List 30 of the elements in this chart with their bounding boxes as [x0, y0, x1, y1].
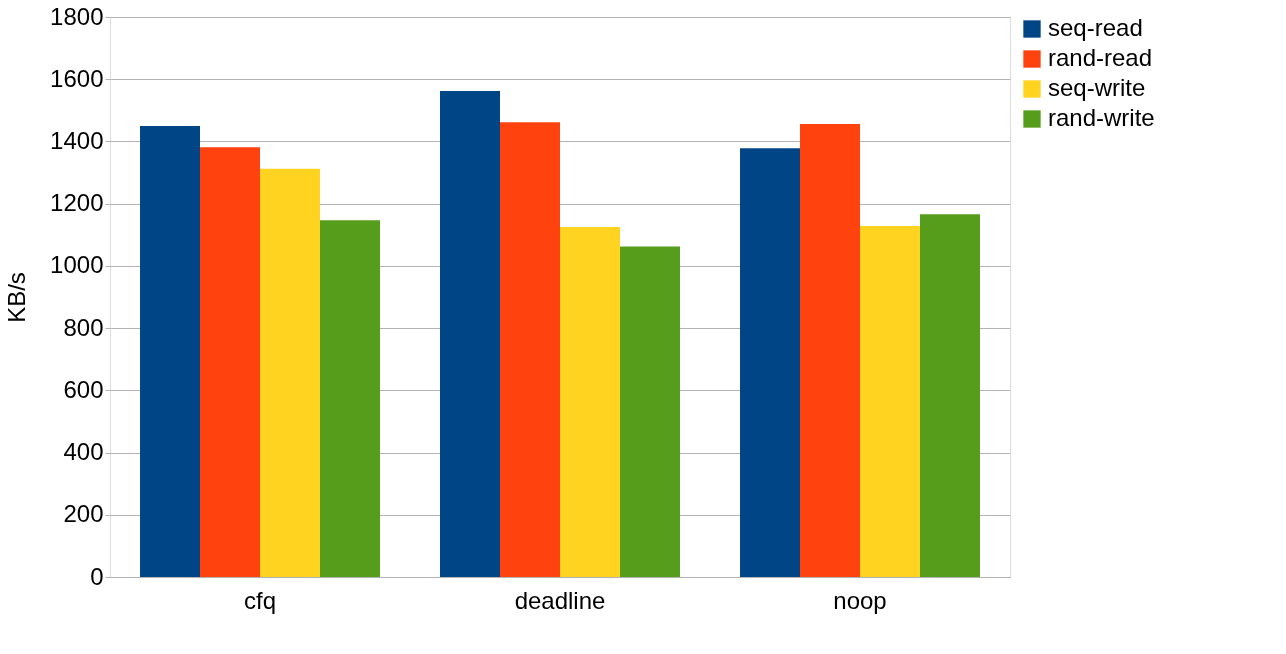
legend-label: rand-write — [1048, 104, 1155, 131]
y-axis-title: KB/s — [3, 272, 31, 323]
x-tick-label: cfq — [243, 586, 277, 614]
y-tick-label: 600 — [63, 375, 104, 403]
x-tick-label: deadline — [514, 586, 606, 614]
y-tick-label: 1000 — [50, 251, 104, 279]
bar — [560, 227, 620, 577]
y-tick-label: 400 — [63, 438, 104, 466]
y-tick-label: 1600 — [50, 64, 104, 92]
bar — [500, 122, 560, 577]
bar — [740, 148, 800, 577]
bar — [320, 220, 380, 577]
y-tick-label: 1400 — [50, 126, 104, 154]
legend-label: seq-read — [1048, 14, 1143, 41]
bar — [920, 214, 980, 577]
bar — [440, 91, 500, 577]
legend-label: seq-write — [1048, 74, 1146, 101]
bar — [200, 147, 260, 577]
y-tick-label: 1200 — [50, 189, 104, 217]
x-tick-label: noop — [833, 586, 887, 614]
bar — [140, 125, 200, 577]
bar — [620, 246, 680, 577]
bar — [260, 168, 320, 577]
y-tick-label: 200 — [63, 500, 104, 528]
y-tick-label: 800 — [63, 313, 104, 341]
y-tick-label: 1800 — [50, 2, 104, 30]
bar — [860, 226, 920, 577]
bar — [800, 124, 860, 577]
legend-label: rand-read — [1048, 44, 1153, 71]
y-tick-label: 0 — [90, 562, 104, 590]
